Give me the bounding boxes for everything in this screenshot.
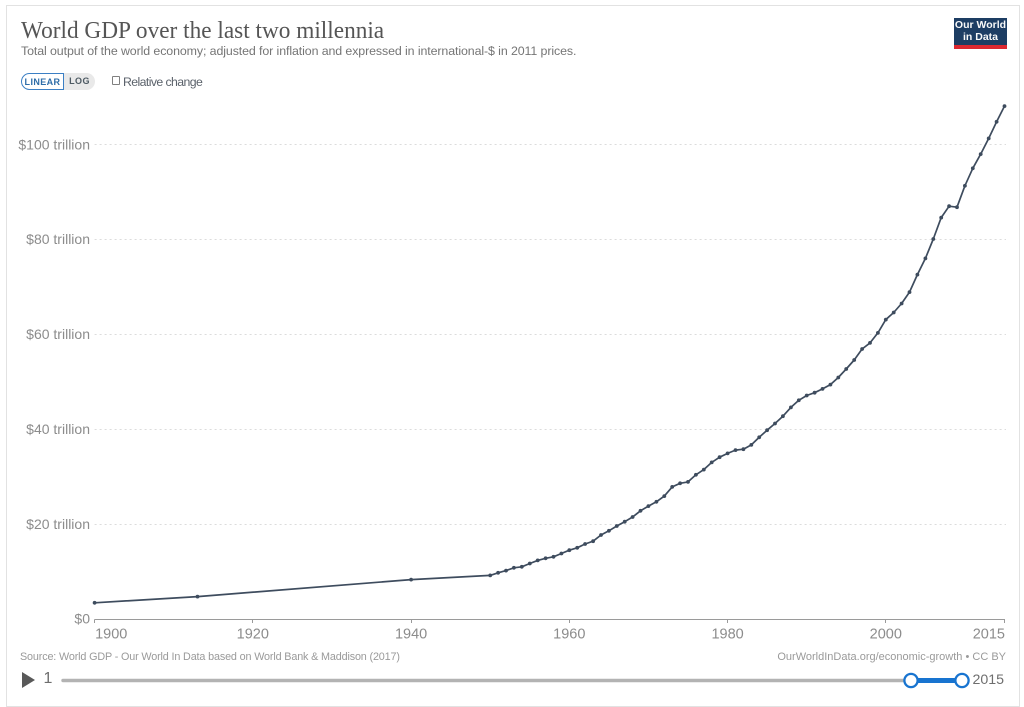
svg-text:$40 trillion: $40 trillion (26, 421, 90, 437)
svg-text:$80 trillion: $80 trillion (26, 231, 90, 247)
svg-text:1960: 1960 (553, 627, 585, 643)
svg-text:2015: 2015 (973, 627, 1005, 643)
svg-text:1920: 1920 (237, 627, 269, 643)
svg-text:2000: 2000 (870, 627, 902, 643)
svg-text:1980: 1980 (711, 627, 743, 643)
svg-text:$60 trillion: $60 trillion (26, 326, 90, 342)
svg-text:$20 trillion: $20 trillion (26, 516, 90, 532)
svg-text:$100 trillion: $100 trillion (18, 136, 90, 152)
svg-text:$0: $0 (74, 611, 90, 627)
svg-text:1940: 1940 (395, 627, 427, 643)
svg-text:1900: 1900 (95, 627, 127, 643)
